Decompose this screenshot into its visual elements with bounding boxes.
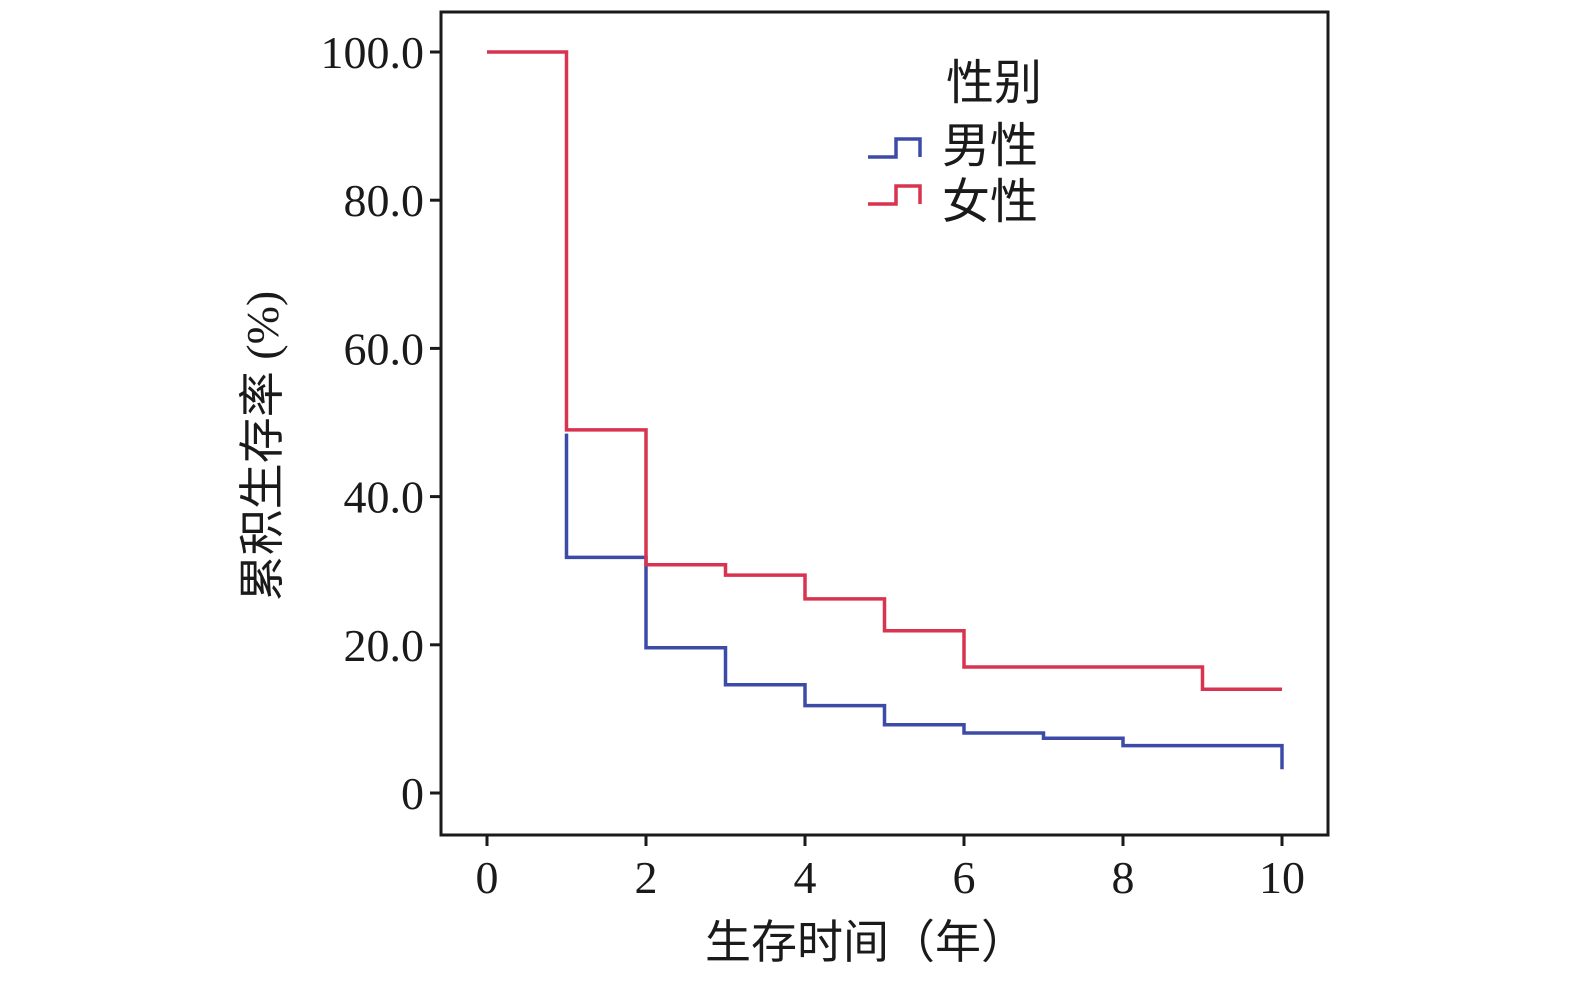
y-tick-label: 40.0 [344,472,425,523]
x-tick-label: 2 [635,852,658,903]
series-line-female [487,50,1282,692]
legend-swatch-male [868,137,922,159]
y-axis-label: 累积生存率 (%) [237,291,288,601]
x-tick-label: 0 [476,852,499,903]
y-tick-label: 60.0 [344,323,425,374]
legend-label-female: 女性 [942,176,1038,229]
y-tick-label: 0 [401,768,424,819]
y-tick-label: 80.0 [344,175,425,226]
y-axis-ticks: 0 20.0 40.0 60.0 80.0 100.0 [321,27,441,819]
x-tick-label: 6 [953,852,976,903]
plot-frame [439,10,1330,837]
series-layer [487,50,1284,770]
series-line-male [564,433,1284,770]
x-tick-label: 8 [1112,852,1135,903]
legend-swatch-female [868,184,922,206]
y-tick-label: 100.0 [321,27,425,78]
legend: 性别 男性 女性 [868,57,1042,229]
x-axis-label: 生存时间（年） [705,917,1027,968]
y-tick-label: 20.0 [344,620,425,671]
legend-label-male: 男性 [942,120,1038,173]
x-tick-label: 4 [794,852,817,903]
x-axis-ticks: 0 2 4 6 8 10 [476,835,1305,903]
legend-title: 性别 [946,57,1042,110]
x-tick-label: 10 [1259,852,1305,903]
